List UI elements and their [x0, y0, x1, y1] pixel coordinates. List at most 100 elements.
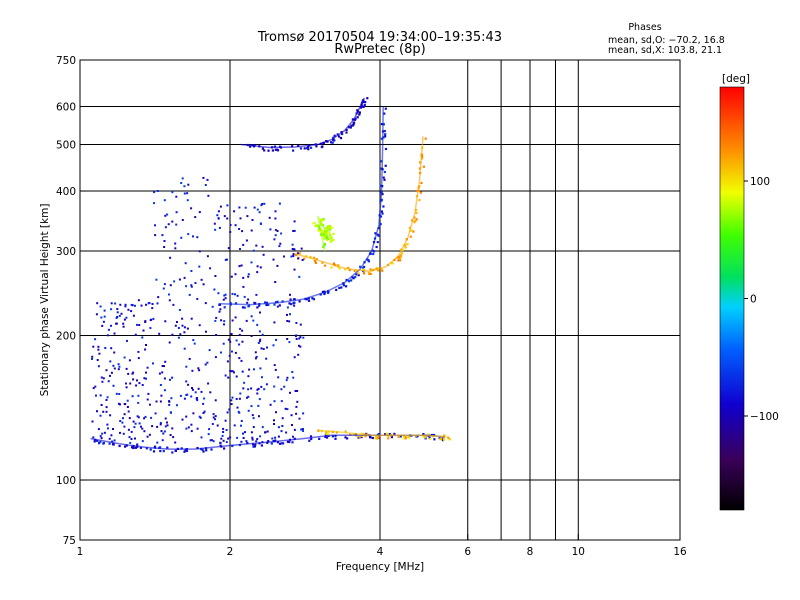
- data-point: [183, 185, 186, 188]
- data-point: [164, 320, 167, 323]
- data-point: [107, 328, 110, 331]
- data-point: [174, 242, 177, 245]
- data-point: [298, 275, 301, 278]
- data-point: [112, 428, 114, 430]
- data-point: [169, 284, 172, 287]
- data-point: [224, 419, 227, 422]
- data-point: [145, 377, 147, 380]
- data-point: [171, 376, 174, 379]
- data-point: [138, 422, 141, 425]
- data-point: [364, 435, 367, 438]
- axis-ticks: 1 2 4 6 8 10 16 75 100 200 300 400 500 600 750: [56, 55, 687, 558]
- data-point: [190, 284, 193, 287]
- data-point: [151, 303, 154, 305]
- data-point: [333, 139, 336, 142]
- data-point: [418, 199, 421, 202]
- data-point: [385, 432, 388, 435]
- data-point: [97, 365, 100, 368]
- data-point: [250, 405, 253, 408]
- data-point: [105, 399, 108, 401]
- data-point: [140, 425, 142, 428]
- data-point: [159, 446, 162, 449]
- data-point: [344, 268, 347, 271]
- data-point: [299, 336, 302, 339]
- data-point: [253, 301, 256, 304]
- data-point: [290, 414, 293, 417]
- data-point: [348, 269, 351, 272]
- data-point: [114, 302, 117, 305]
- data-point: [334, 437, 337, 440]
- data-point: [100, 437, 103, 440]
- data-point: [116, 311, 119, 314]
- x-tick-label: 16: [673, 546, 687, 558]
- data-point: [325, 436, 329, 439]
- data-point: [109, 414, 112, 417]
- data-point: [110, 371, 113, 374]
- data-point: [300, 428, 303, 431]
- data-point: [160, 430, 163, 433]
- data-point: [248, 368, 251, 371]
- data-point: [150, 318, 153, 321]
- data-point: [113, 367, 116, 370]
- data-point: [238, 333, 241, 336]
- data-point: [137, 350, 140, 353]
- data-point: [263, 388, 266, 391]
- data-point: [146, 435, 149, 438]
- data-point: [422, 435, 425, 438]
- data-point: [347, 280, 351, 283]
- data-point: [307, 299, 311, 302]
- data-point: [393, 432, 396, 435]
- data-point: [145, 303, 148, 306]
- data-point: [234, 351, 237, 354]
- data-point: [102, 410, 105, 413]
- data-point: [159, 384, 162, 386]
- data-point: [274, 229, 277, 231]
- data-point: [309, 435, 313, 438]
- data-point: [184, 262, 187, 265]
- data-point: [142, 329, 145, 332]
- data-point: [171, 333, 174, 336]
- data-point: [155, 278, 158, 281]
- data-point: [132, 314, 135, 317]
- data-point: [259, 367, 262, 370]
- data-point: [126, 406, 129, 408]
- data-point: [143, 417, 146, 420]
- data-point: [110, 308, 113, 311]
- data-point: [242, 276, 245, 279]
- data-point: [226, 360, 229, 363]
- y-tick-label: 75: [63, 535, 76, 547]
- data-point: [185, 415, 188, 418]
- data-point: [288, 441, 291, 444]
- data-point: [152, 317, 155, 320]
- data-point: [407, 435, 410, 438]
- data-point: [222, 427, 225, 430]
- data-point: [200, 390, 203, 393]
- data-point: [254, 357, 257, 360]
- data-point: [212, 416, 215, 419]
- colorbar-tick-label: 0: [750, 294, 757, 306]
- data-point: [145, 371, 147, 374]
- data-point: [91, 358, 93, 360]
- data-point: [252, 443, 255, 446]
- data-point: [119, 420, 122, 422]
- data-point: [379, 184, 382, 187]
- data-point: [156, 302, 159, 305]
- colorbar: [719, 86, 745, 511]
- data-point: [194, 282, 197, 284]
- data-point: [121, 421, 124, 424]
- data-point: [366, 97, 369, 100]
- data-point: [130, 303, 133, 306]
- data-point: [97, 345, 100, 348]
- data-point: [295, 412, 298, 415]
- data-point: [286, 338, 289, 340]
- data-point: [97, 348, 100, 351]
- data-point: [93, 440, 96, 443]
- data-point: [383, 170, 386, 174]
- data-point: [257, 404, 260, 407]
- data-point: [216, 214, 219, 217]
- data-point: [127, 308, 130, 311]
- data-point: [188, 293, 191, 296]
- trace-line: [317, 429, 449, 438]
- data-point: [274, 234, 277, 237]
